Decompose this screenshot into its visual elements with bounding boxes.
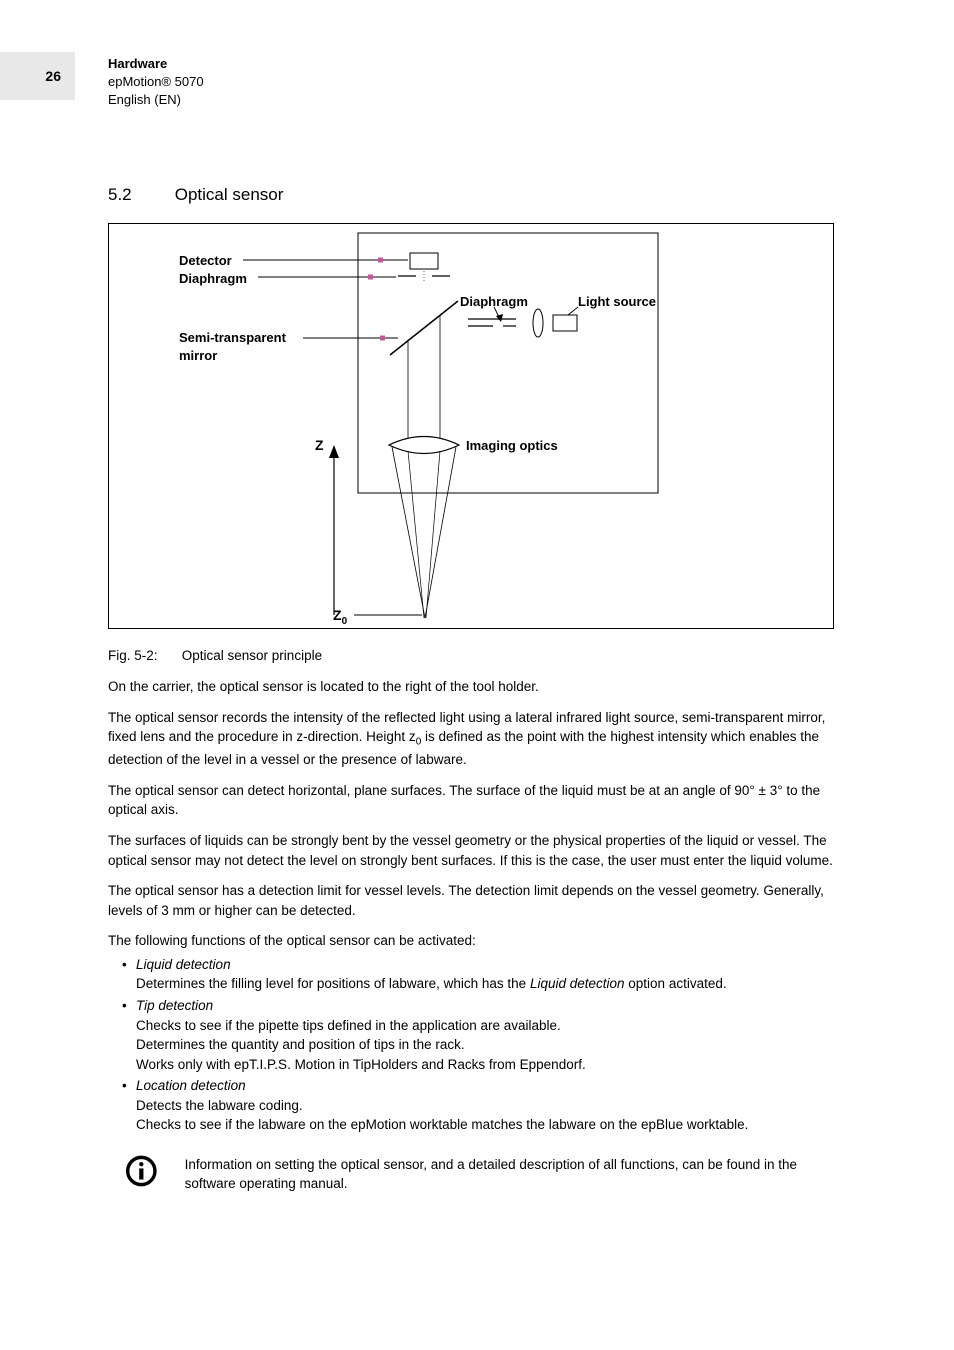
paragraph-5: The optical sensor has a detection limit… xyxy=(108,881,848,920)
label-semi-mirror-2: mirror xyxy=(179,348,217,363)
info-note-box: Information on setting the optical senso… xyxy=(108,1153,848,1194)
list-item-location: Location detection Detects the labware c… xyxy=(122,1076,848,1135)
list-item-tip: Tip detection Checks to see if the pipet… xyxy=(122,996,848,1074)
paragraph-1: On the carrier, the optical sensor is lo… xyxy=(108,677,848,697)
function-list: Liquid detection Determines the filling … xyxy=(122,955,848,1135)
figure-caption-label: Fig. 5-2: xyxy=(108,648,178,663)
figure-caption-text: Optical sensor principle xyxy=(182,648,322,663)
header-title: Hardware xyxy=(108,55,204,73)
page-number: 26 xyxy=(45,68,61,84)
tip-l3: Works only with epT.I.P.S. Motion in Tip… xyxy=(136,1055,848,1075)
paragraph-6: The following functions of the optical s… xyxy=(108,931,848,951)
section-heading: 5.2 Optical sensor xyxy=(108,185,848,205)
tip-l1: Checks to see if the pipette tips define… xyxy=(136,1016,848,1036)
figure-caption: Fig. 5-2: Optical sensor principle xyxy=(108,648,848,663)
page-header: Hardware epMotion® 5070 English (EN) xyxy=(108,55,204,110)
header-lang: English (EN) xyxy=(108,91,204,109)
label-imaging-optics: Imaging optics xyxy=(466,438,558,453)
label-z0: Z0 xyxy=(333,607,348,627)
location-l2: Checks to see if the labware on the epMo… xyxy=(136,1115,848,1135)
info-icon xyxy=(126,1153,157,1189)
location-l1: Detects the labware coding. xyxy=(136,1096,848,1116)
label-detector: Detector xyxy=(179,253,232,268)
section-title-text: Optical sensor xyxy=(175,185,284,204)
page-content: 5.2 Optical sensor xyxy=(108,185,848,1194)
tip-title: Tip detection xyxy=(136,998,213,1013)
label-diaphragm-right: Diaphragm xyxy=(460,294,528,309)
optical-sensor-diagram: Detector Diaphragm Semi-transparent mirr… xyxy=(108,223,848,634)
label-diaphragm-left: Diaphragm xyxy=(179,271,247,286)
section-number: 5.2 xyxy=(108,185,170,205)
liquid-title: Liquid detection xyxy=(136,957,231,972)
page-number-tab: 26 xyxy=(0,52,75,100)
label-z: Z xyxy=(315,437,324,453)
paragraph-4: The surfaces of liquids can be strongly … xyxy=(108,831,848,870)
header-product: epMotion® 5070 xyxy=(108,73,204,91)
paragraph-2: The optical sensor records the intensity… xyxy=(108,708,848,770)
info-note-text: Information on setting the optical senso… xyxy=(185,1153,848,1194)
label-light-source: Light source xyxy=(578,294,656,309)
list-item-liquid: Liquid detection Determines the filling … xyxy=(122,955,848,994)
location-title: Location detection xyxy=(136,1078,246,1093)
label-semi-mirror-1: Semi-transparent xyxy=(179,330,287,345)
liquid-desc: Determines the filling level for positio… xyxy=(136,974,848,994)
tip-l2: Determines the quantity and position of … xyxy=(136,1035,848,1055)
paragraph-3: The optical sensor can detect horizontal… xyxy=(108,781,848,820)
